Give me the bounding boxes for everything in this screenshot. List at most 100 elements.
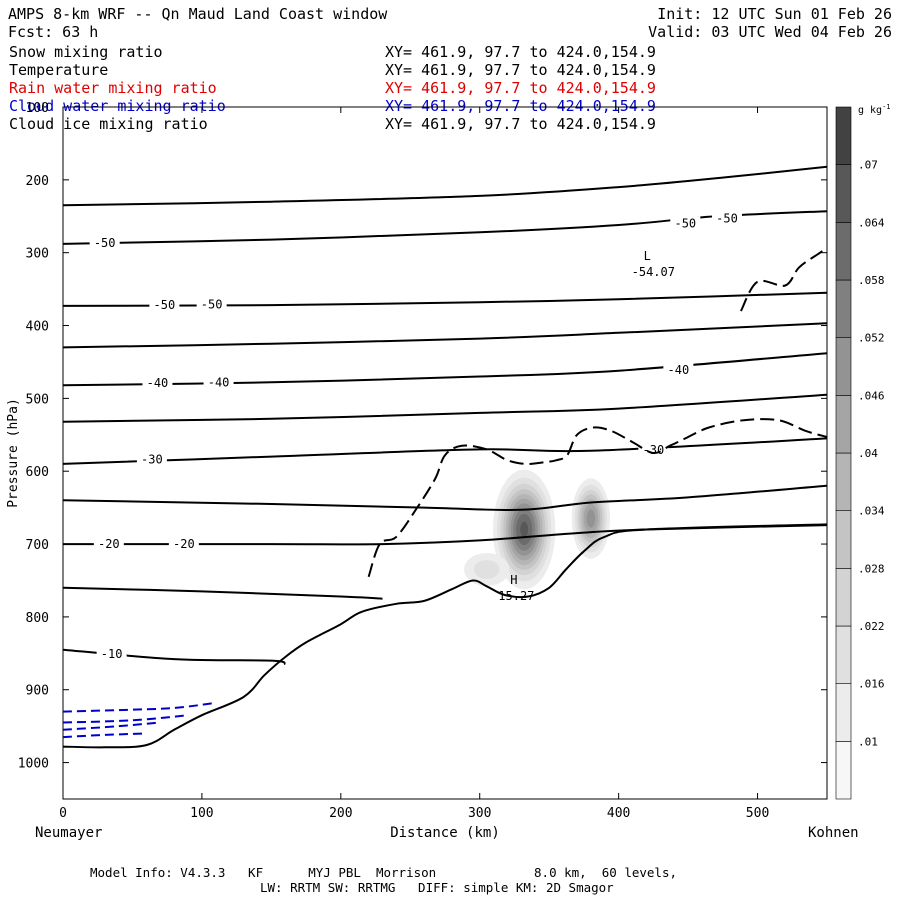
isotherm-line [62,291,828,307]
field-xy: XY= 461.9, 97.7 to 424.0,154.9 [385,43,656,61]
isotherm-label-bg [638,443,669,457]
colorbar-label: .028 [858,562,885,575]
x-tick-label: 400 [607,806,630,821]
x-left-station: Neumayer [35,825,102,841]
colorbar-label: .046 [858,389,885,402]
isotherm-label-bg [89,236,120,250]
colorbar-label: .034 [858,505,885,518]
colorbar-label: .01 [858,735,878,748]
cloud-water-line [62,701,216,713]
extremum-value: -54.07 [632,265,675,279]
colorbar-unit: g kg-1 [858,103,891,116]
colorbar-swatch [835,164,852,223]
extremum-kind: H [510,573,517,587]
colorbar-swatch [835,683,852,742]
y-tick-label: 700 [26,538,49,553]
isotherm-line [62,393,828,423]
isotherm-label-bg [203,375,234,389]
y-tick-label: 400 [26,320,49,335]
isotherm-label: -10 [101,647,123,661]
forecast-hour: Fcst: 63 h [8,23,98,41]
isotherm-label-bg [93,537,124,551]
init-time: Init: 12 UTC Sun 01 Feb 26 [657,5,892,23]
snow-shade-level [520,521,529,538]
isotherm-line [62,352,828,387]
colorbar-swatch [835,510,852,569]
x-tick-label: 500 [746,806,769,821]
colorbar-swatch [835,279,852,338]
x-tick-label: 300 [468,806,491,821]
isotherm-line [62,322,828,349]
cloud-ice-line [740,246,828,312]
colorbar-swatch [835,337,852,396]
colorbar-label: .064 [858,216,885,229]
isotherm-label: -30 [643,443,665,457]
x-tick-label: 100 [190,806,213,821]
colorbar-swatch [835,395,852,454]
isotherm-line [62,437,828,465]
model-info-line1: Model Info: V4.3.3 KF MYJ PBL Morrison 8… [90,865,677,880]
isotherm-label-bg [168,537,199,551]
colorbar-unit-base: g kg [858,105,882,116]
colorbar-swatch [835,106,852,165]
valid-time: Valid: 03 UTC Wed 04 Feb 26 [648,23,892,41]
plot-frame [62,106,828,800]
isotherm-label: -40 [208,375,230,389]
colorbar: .01 .016 .022 .028 .034 .04 .046 .052 .058 .064 .0… [835,106,885,800]
colorbar-label: .052 [858,332,885,345]
isotherm-label-bg [136,452,167,466]
cloud-ice-line [367,418,828,578]
isotherm-label: -40 [668,363,690,377]
extremum-kind: L [644,249,651,263]
field-list: Snow mixing ratio XY= 461.9, 97.7 to 424.… [9,43,656,133]
isotherm-label-bg [670,216,701,230]
cloud-water-line [62,721,161,731]
isotherm-label-bg [196,297,227,311]
snow-shade-level [586,509,596,528]
y-tick-label: 600 [26,465,49,480]
terrain-profile [62,523,828,749]
isotherm-label: -50 [94,236,116,250]
colorbar-label: .022 [858,620,885,633]
colorbar-unit-exp: -1 [882,103,890,111]
isotherm-contours: -50 -50 -50 -50 -50 -40 -40 -40 -30 -30 -20 -20 -10 [62,165,828,666]
terrain-line [62,523,828,749]
x-tick-label: 200 [329,806,352,821]
y-tick-label: 1000 [18,757,49,772]
chart-title: AMPS 8-km WRF -- Qn Maud Land Coast wind… [8,5,388,23]
isotherm-label: -50 [674,217,696,231]
colorbar-label: .016 [858,678,885,691]
snow-shading [464,469,611,590]
isotherm-label: -40 [147,376,169,390]
field-name: Rain water mixing ratio [9,79,217,97]
isotherm-label-bg [711,211,742,225]
isotherm-label-bg [142,376,173,390]
model-info-line2: LW: RRTM SW: RRTMG DIFF: simple KM: 2D S… [260,880,614,895]
field-xy: XY= 461.9, 97.7 to 424.0,154.9 [385,61,656,79]
isotherm-label: -30 [141,453,163,467]
field-name: Temperature [9,61,108,79]
axes: 100 200 300 400 500 600 700 800 900 1000 0 100 200 30… [18,101,827,821]
isotherm-label: -50 [201,297,223,311]
isotherm-line [62,484,828,512]
cloud-water-line [62,732,147,739]
colorbar-swatch [835,568,852,627]
x-tick-label: 0 [59,806,67,821]
field-name: Cloud ice mixing ratio [9,115,208,133]
extrema-markers: L -54.07 H 15.27 [498,249,675,603]
isotherm-label: -20 [98,537,120,551]
isotherm-label-bg [663,362,694,376]
field-xy: XY= 461.9, 97.7 to 424.0,154.9 [385,79,656,97]
colorbar-label: .058 [858,274,885,287]
extremum-value: 15.27 [498,589,534,603]
cloud-water-contours [62,701,216,739]
isotherm-label-bg [96,647,127,661]
colorbar-swatch [835,452,852,511]
field-name: Snow mixing ratio [9,43,163,61]
isotherm-line [62,648,286,666]
field-xy: XY= 461.9, 97.7 to 424.0,154.9 [385,115,656,133]
cloud-water-line [62,714,189,724]
isotherm-line [62,586,383,600]
y-axis-label: Pressure (hPa) [6,398,21,508]
